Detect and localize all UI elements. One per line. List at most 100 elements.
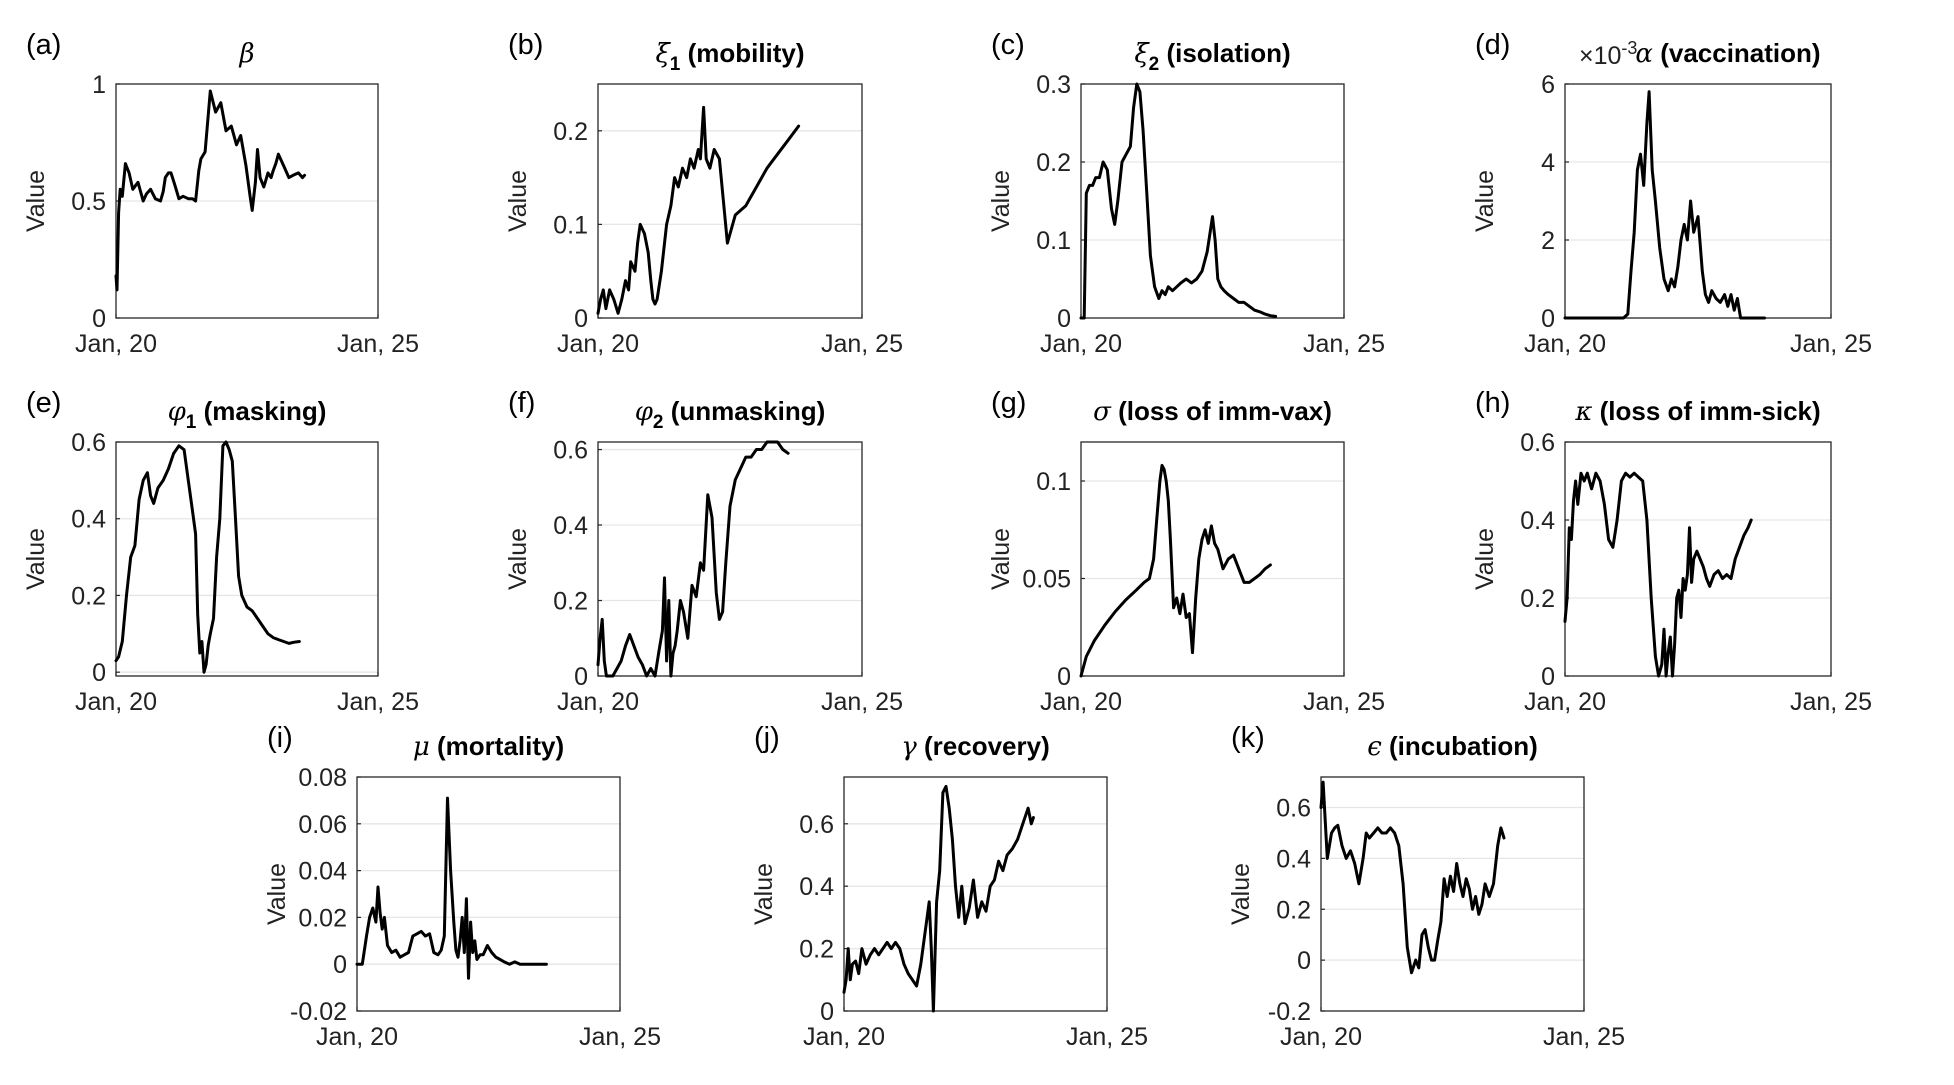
panel-letter: (f): [508, 387, 535, 419]
panel-h: 0 0.2 0.4 0.6 Jan, 20 Jan, 25 Value (h) κ (loss …: [1471, 387, 1872, 716]
title-subscript: 2: [1149, 54, 1160, 75]
title-text: (isolation): [1159, 38, 1290, 68]
series-line: [1563, 471, 1753, 678]
panel-letter: (d): [1475, 29, 1510, 61]
x-tick-label: Jan, 20: [1040, 330, 1122, 358]
title-text: (mobility): [680, 38, 804, 68]
x-tick-label: Jan, 25: [1066, 1023, 1148, 1051]
y-axis-label: Value: [22, 170, 50, 232]
y-tick-label: 0.4: [799, 873, 834, 901]
panel-title: ξ2 (isolation): [1134, 38, 1290, 75]
y-axis-label: Value: [987, 528, 1015, 590]
y-tick-label: 0: [1057, 663, 1071, 691]
y-tick-label: 0.4: [1276, 845, 1311, 873]
panel-letter: (k): [1231, 722, 1265, 754]
panel-title: γ (recovery): [901, 731, 1050, 762]
title-subscript: 1: [186, 412, 197, 433]
y-axis-label: Value: [987, 170, 1015, 232]
y-tick-label: 0: [1541, 305, 1555, 333]
y-tick-label: -0.02: [290, 998, 347, 1026]
y-axis-label: Value: [504, 170, 532, 232]
panel-letter: (b): [508, 29, 543, 61]
x-tick-label: Jan, 20: [557, 330, 639, 358]
y-tick-label: 0.2: [1036, 149, 1071, 177]
panel-title: μ (mortality): [413, 731, 564, 762]
panel-letter: (g): [991, 387, 1026, 419]
title-symbol: ϵ: [1367, 732, 1382, 762]
y-tick-label: 0: [820, 998, 834, 1026]
y-tick-label: 0.04: [298, 858, 347, 886]
series-line: [1563, 90, 1766, 320]
x-tick-label: Jan, 20: [1040, 688, 1122, 716]
panel-letter: (c): [991, 29, 1025, 61]
panel-letter: (i): [267, 722, 293, 754]
panel-c: 0 0.1 0.2 0.3 Jan, 20 Jan, 25 Value (c) ξ2 (isol…: [987, 29, 1385, 358]
x-tick-label: Jan, 25: [821, 330, 903, 358]
series-line: [1079, 82, 1278, 320]
panel-f: 0 0.2 0.4 0.6 Jan, 20 Jan, 25 Value (f) φ2 (unma…: [504, 387, 903, 716]
title-symbol: σ: [1093, 397, 1112, 427]
panel-i: -0.02 0 0.02 0.04 0.06 0.08 Jan, 20 Jan, 25 Valu…: [263, 722, 661, 1051]
x-tick-label: Jan, 25: [1543, 1023, 1625, 1051]
axes-box: [1564, 441, 1832, 677]
x-tick-label: Jan, 20: [1524, 330, 1606, 358]
y-tick-label: 0.6: [1520, 429, 1555, 457]
y-tick-label: 0.2: [553, 118, 588, 146]
x-tick-label: Jan, 20: [316, 1023, 398, 1051]
title-text: (vaccination): [1653, 38, 1821, 68]
y-tick-label: 0.1: [1036, 227, 1071, 255]
panel-title: φ1 (masking): [168, 396, 327, 433]
title-symbol: β: [238, 39, 254, 69]
axes-box: [1320, 776, 1585, 1012]
y-tick-label: 0.02: [298, 904, 347, 932]
axes-box: [1564, 83, 1832, 319]
series-line: [114, 440, 301, 674]
panel-letter: (a): [26, 29, 61, 61]
y-tick-label: 0: [1057, 305, 1071, 333]
y-axis-label: Value: [22, 528, 50, 590]
axis-multiplier: ×10-3: [1579, 38, 1637, 70]
y-tick-label: 0.05: [1022, 566, 1071, 594]
y-tick-label: 0.6: [553, 437, 588, 465]
panel-j: 0 0.2 0.4 0.6 Jan, 20 Jan, 25 Value (j) γ (recov…: [750, 722, 1148, 1051]
y-tick-label: 0.06: [298, 811, 347, 839]
x-tick-label: Jan, 20: [75, 330, 157, 358]
x-tick-label: Jan, 25: [1790, 688, 1872, 716]
x-tick-label: Jan, 20: [1280, 1023, 1362, 1051]
panel-g: 0 0.05 0.1 Jan, 20 Jan, 25 Value (g) σ (loss of…: [987, 387, 1385, 716]
x-tick-label: Jan, 20: [1524, 688, 1606, 716]
panel-letter: (j): [754, 722, 780, 754]
x-tick-label: Jan, 25: [821, 688, 903, 716]
panel-title: σ (loss of imm-vax): [1093, 396, 1332, 427]
title-symbol: ξ: [655, 39, 671, 69]
y-tick-label: 0.6: [799, 811, 834, 839]
title-symbol: ξ: [1134, 39, 1150, 69]
panel-title: ξ1 (mobility): [655, 38, 804, 75]
y-tick-label: 0.4: [553, 512, 588, 540]
panel-title: α (vaccination): [1635, 38, 1820, 69]
title-symbol: κ: [1574, 397, 1592, 427]
panel-title: ϵ (incubation): [1367, 731, 1538, 762]
panel-e: 0 0.2 0.4 0.6 Jan, 20 Jan, 25 Value (e) φ1 (mask…: [22, 387, 419, 716]
y-axis-label: Value: [1471, 528, 1499, 590]
y-tick-label: 0: [333, 951, 347, 979]
y-tick-label: 0.1: [1036, 468, 1071, 496]
y-axis-label: Value: [1471, 170, 1499, 232]
panel-title: φ2 (unmasking): [635, 396, 826, 433]
y-tick-label: 0: [574, 663, 588, 691]
axes-box: [1080, 83, 1345, 319]
panel-d: 0 2 4 6 Jan, 20 Jan, 25 Value (d) α (vaccination…: [1471, 29, 1872, 358]
x-tick-label: Jan, 20: [75, 688, 157, 716]
panel-k: -0.2 0 0.2 0.4 0.6 Jan, 20 Jan, 25 Value (k) ϵ (i…: [1227, 722, 1625, 1051]
series-line: [114, 89, 307, 292]
y-tick-label: 0: [92, 659, 106, 687]
x-tick-label: Jan, 20: [557, 688, 639, 716]
title-text: (mortality): [430, 731, 564, 761]
axes-box: [1080, 441, 1345, 677]
series-line: [1319, 780, 1506, 975]
axes-box: [597, 441, 863, 677]
y-tick-label: 6: [1541, 71, 1555, 99]
y-tick-label: 1: [92, 71, 106, 99]
y-axis-label: Value: [504, 528, 532, 590]
title-text: (unmasking): [664, 396, 826, 426]
